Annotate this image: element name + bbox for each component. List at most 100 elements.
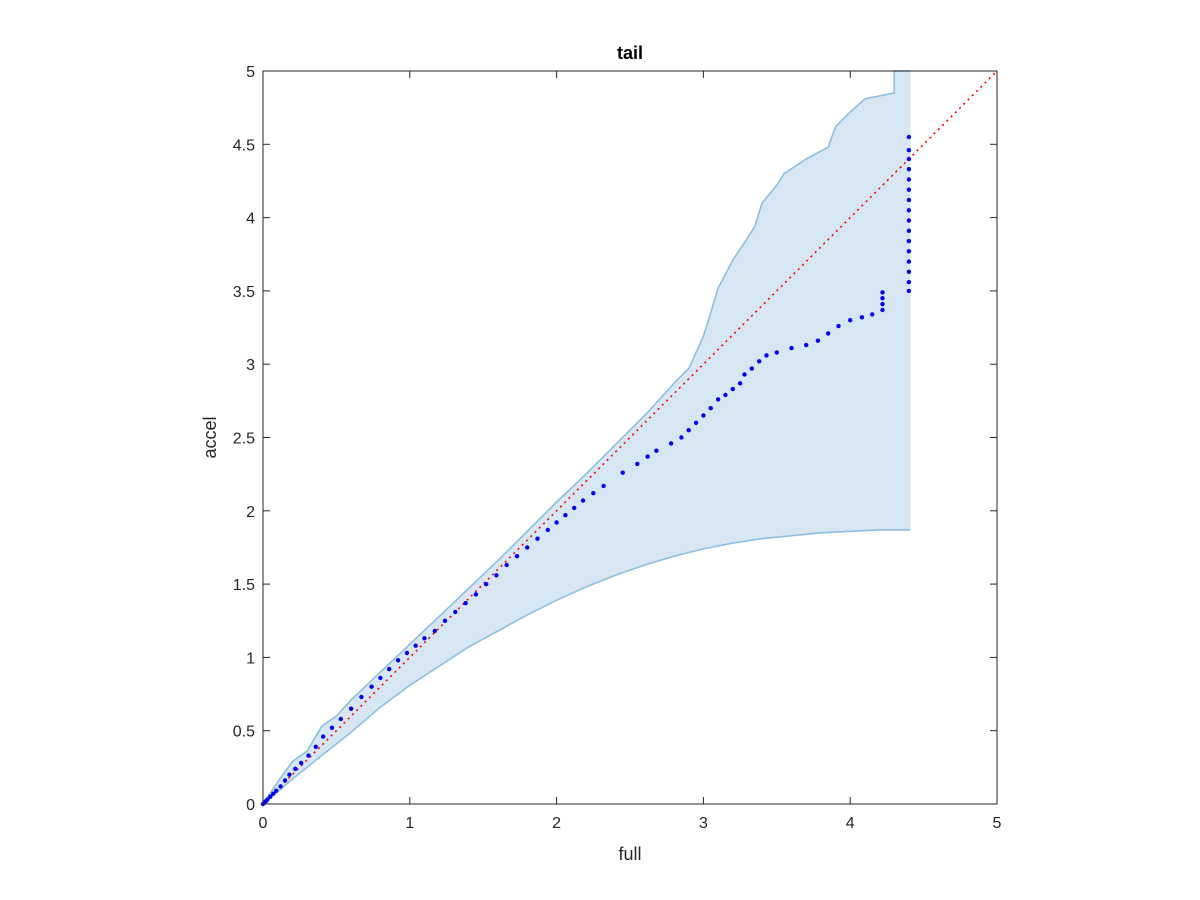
data-point	[723, 392, 728, 398]
confidence-band-upper-edge	[262, 70, 911, 805]
reference-line-y-equals-x	[262, 70, 998, 805]
data-point	[563, 513, 568, 518]
data-point	[757, 359, 762, 364]
data-points	[260, 134, 912, 807]
data-point	[645, 454, 650, 459]
data-point	[321, 734, 326, 739]
data-point	[545, 527, 550, 533]
data-point	[404, 650, 410, 656]
data-point	[906, 187, 912, 192]
data-point	[906, 208, 912, 213]
y-axis-title: accel	[200, 416, 220, 458]
data-point	[422, 636, 427, 641]
data-point	[463, 601, 468, 606]
data-point	[826, 331, 831, 336]
y-tick-label: 1	[246, 650, 255, 667]
x-tick-label: 1	[405, 815, 414, 832]
data-point	[906, 148, 912, 153]
data-point	[880, 307, 885, 313]
plot-area	[260, 70, 998, 807]
x-tick-label: 2	[552, 815, 561, 832]
data-point	[906, 167, 912, 172]
data-point	[708, 406, 713, 411]
data-point	[730, 386, 735, 392]
data-point	[693, 420, 699, 425]
data-point	[859, 315, 865, 320]
data-point	[906, 259, 912, 264]
y-tick-label: 0	[246, 797, 255, 814]
data-point	[514, 554, 520, 559]
y-tick-label: 4	[246, 211, 255, 228]
data-point	[880, 290, 885, 295]
data-point	[906, 249, 912, 254]
data-point	[906, 134, 912, 140]
data-point	[378, 675, 383, 681]
confidence-band-lower-edge	[262, 529, 911, 805]
data-point	[287, 772, 292, 777]
y-tick-label: 1.5	[233, 577, 255, 594]
confidence-band	[263, 71, 911, 804]
y-tick-label: 5	[246, 64, 255, 81]
x-tick-label: 5	[993, 815, 1002, 832]
data-point	[313, 744, 318, 749]
data-point	[906, 279, 912, 285]
data-point	[620, 470, 625, 475]
x-tick-label: 3	[699, 815, 708, 832]
data-point	[906, 238, 912, 244]
x-tick-label: 4	[846, 815, 855, 832]
data-point	[494, 573, 499, 578]
data-point	[906, 218, 912, 223]
data-point	[774, 350, 779, 355]
y-tick-label: 2.5	[233, 431, 255, 448]
data-point	[268, 794, 273, 799]
data-point	[789, 345, 794, 351]
data-point	[906, 197, 912, 203]
data-point	[836, 323, 841, 329]
data-point	[848, 318, 853, 323]
data-point	[742, 372, 747, 377]
data-point	[432, 628, 437, 634]
data-point	[654, 448, 659, 453]
data-point	[554, 520, 559, 525]
data-point	[906, 269, 912, 274]
data-point	[906, 177, 912, 182]
data-point	[880, 301, 885, 307]
y-tick-label: 4.5	[233, 137, 255, 154]
data-point	[525, 545, 530, 550]
data-point	[635, 461, 640, 467]
data-point	[668, 441, 674, 446]
x-axis-ticks: 0 1 2 3 4 5	[259, 71, 1002, 832]
data-point	[749, 366, 754, 371]
data-point	[348, 706, 354, 711]
y-tick-label: 0.5	[233, 724, 255, 741]
data-point	[906, 288, 912, 294]
data-point	[395, 658, 401, 663]
data-point	[271, 791, 276, 796]
data-point	[906, 156, 912, 162]
data-point	[572, 505, 577, 511]
data-point	[278, 784, 283, 789]
y-tick-label: 2	[246, 504, 255, 521]
data-point	[701, 413, 706, 418]
data-point	[306, 753, 311, 758]
data-point	[483, 581, 489, 587]
data-point	[686, 428, 691, 433]
data-point	[870, 312, 875, 317]
data-point	[715, 397, 721, 402]
y-axis-ticks: 0 0.5 1 1.5 2 2.5 3 3.5 4 4.5 5	[233, 64, 997, 814]
y-tick-label: 3	[246, 357, 255, 374]
data-point	[413, 643, 418, 648]
data-point	[299, 760, 304, 766]
data-point	[338, 716, 343, 722]
x-tick-label: 0	[259, 815, 268, 832]
data-point	[453, 609, 458, 615]
data-point	[442, 618, 448, 623]
data-point	[906, 228, 912, 233]
data-point	[265, 797, 270, 802]
data-point	[387, 666, 392, 672]
chart-title: tail	[617, 43, 643, 63]
data-point	[535, 536, 540, 541]
data-point	[293, 766, 298, 771]
